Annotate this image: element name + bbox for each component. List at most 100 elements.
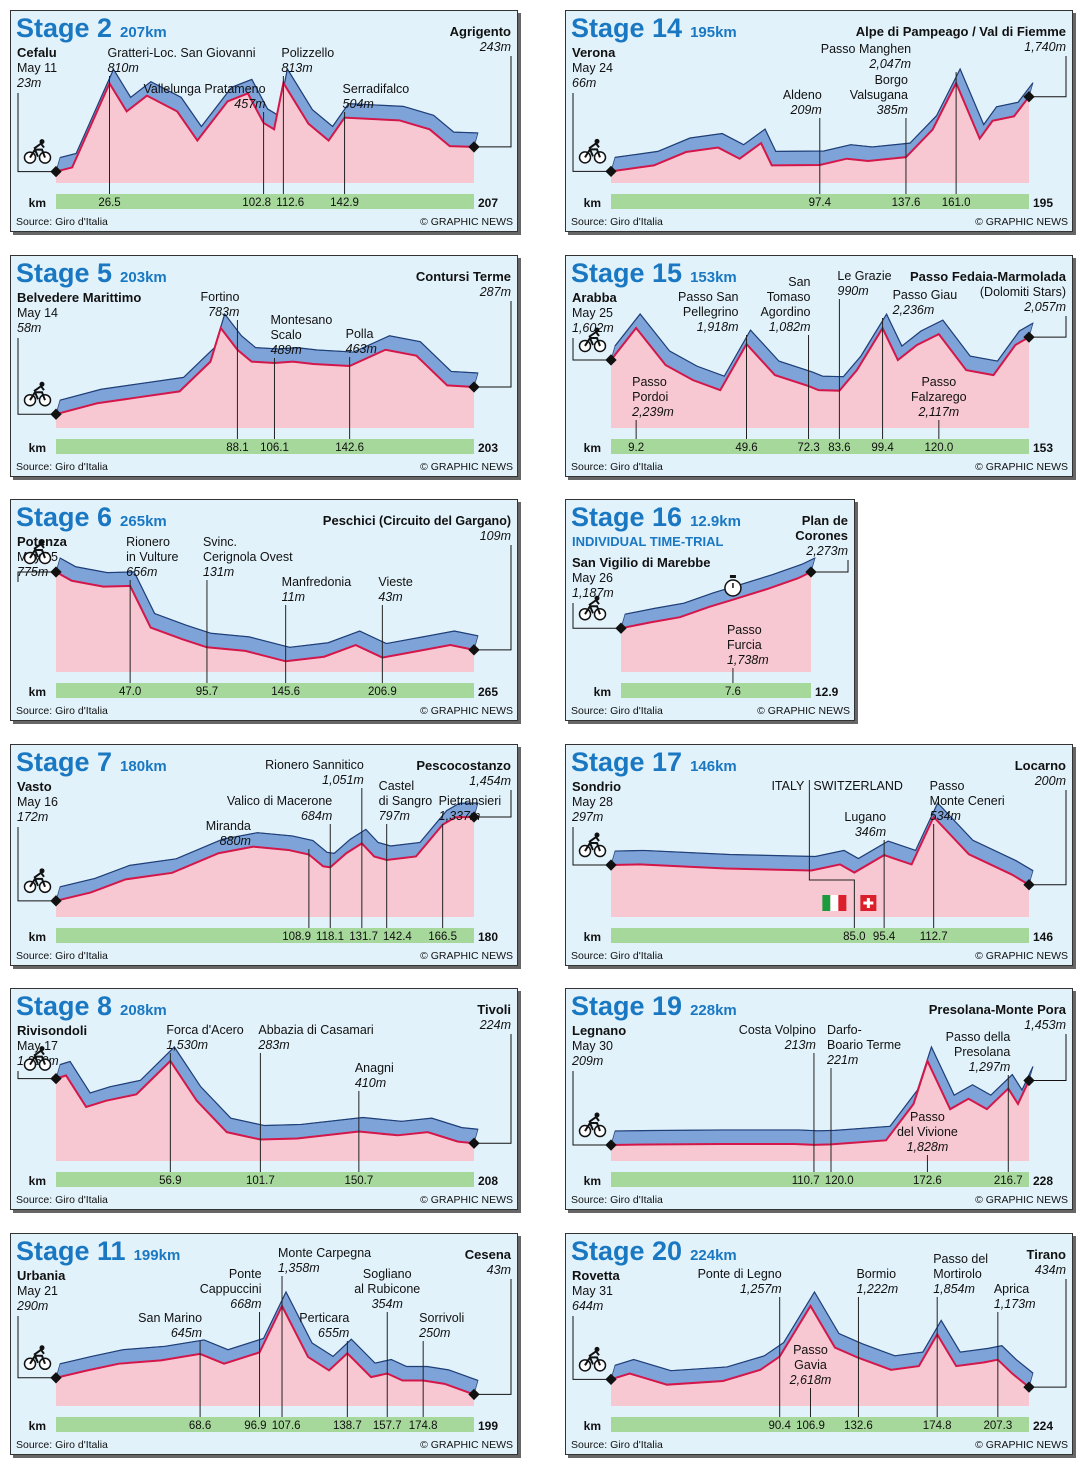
km-mark: 150.7 — [344, 1175, 373, 1187]
climb-name: Passo San — [678, 290, 739, 304]
stage-date: May 25 — [572, 306, 613, 320]
km-axis-label: km — [29, 685, 46, 699]
relief-ridge — [59, 312, 479, 401]
climb-name: Fortino — [201, 290, 240, 304]
finish-marker — [468, 141, 480, 153]
total-distance: 224 — [1033, 1419, 1053, 1433]
climb-elevation: 990m — [837, 284, 868, 298]
finish-elevation: 434m — [1035, 1263, 1066, 1277]
finish-town: Locarno — [1015, 758, 1066, 773]
stage-panel-17: Stage 17 146km Sondrio May 28 297m Locarno 200… — [565, 744, 1073, 966]
finish-leader — [474, 790, 512, 818]
finish-elevation: 1,453m — [1024, 1018, 1066, 1032]
elevation-line — [55, 816, 475, 902]
elevation-line — [620, 571, 812, 630]
climb-name: Valsugana — [850, 88, 908, 102]
elevation-area — [56, 572, 474, 672]
climb-name: Furcia — [727, 638, 762, 652]
km-mark: 9.2 — [628, 442, 644, 454]
stage-panel-19: Stage 19 228km Legnano May 30 209m Presolana-… — [565, 988, 1073, 1210]
stage-date: May 31 — [572, 1284, 613, 1298]
stage-title: Stage 17 146km — [571, 747, 737, 777]
finish-note: (Dolomiti Stars) — [980, 285, 1066, 299]
finish-town: Agrigento — [450, 24, 511, 39]
climb-elevation: 1,051m — [322, 773, 364, 787]
stage-title: Stage 20 224km — [571, 1236, 737, 1266]
climb-name: Passo Giau — [893, 288, 958, 302]
total-distance: 228 — [1033, 1174, 1053, 1188]
km-mark: 112.7 — [920, 931, 948, 943]
climb-name: Passo — [793, 1343, 828, 1357]
km-mark: 142.9 — [330, 197, 359, 209]
climb-name: Passo — [921, 375, 956, 389]
climb-name: Castel — [379, 779, 414, 793]
source-note: Source: Giro d'Italia — [571, 1439, 663, 1451]
climb-elevation: 1,082m — [769, 320, 811, 334]
climb-elevation: 684m — [301, 809, 332, 823]
km-mark: 106.9 — [796, 1420, 825, 1432]
climb-elevation: 2,047m — [868, 57, 911, 71]
stage-panel-8: Stage 8 208km Rivisondoli May 17 1,250m Tivol… — [10, 988, 518, 1210]
start-town: Arabba — [572, 290, 618, 305]
finish-town: Alpe di Pampeago / Val di Fiemme — [856, 24, 1066, 39]
source-note: Source: Giro d'Italia — [571, 216, 663, 228]
km-mark: 157.7 — [373, 1420, 402, 1432]
stage-date: May 28 — [572, 795, 613, 809]
climb-elevation: 668m — [230, 1297, 261, 1311]
climb-elevation: 463m — [346, 342, 377, 356]
climb-name: Montesano — [270, 313, 332, 327]
climb-elevation: 354m — [372, 1297, 403, 1311]
stage-date: May 16 — [17, 795, 58, 809]
climb-name: Gavia — [794, 1358, 827, 1372]
cyclist-icon — [23, 539, 52, 565]
stage-date: May 26 — [572, 571, 613, 585]
km-mark: 68.6 — [189, 1420, 211, 1432]
start-town: Rovetta — [572, 1268, 620, 1283]
elevation-line — [55, 571, 475, 663]
climb-elevation: 504m — [343, 97, 374, 111]
climb-elevation: 410m — [355, 1076, 386, 1090]
climb-elevation: 1,173m — [994, 1297, 1036, 1311]
cyclist-icon — [578, 595, 607, 621]
climb-name: Vallelunga Pratameno — [144, 82, 266, 96]
finish-leader — [1029, 1034, 1067, 1081]
stage-distance: 195km — [690, 24, 737, 41]
climb-name: Serradifalco — [343, 82, 410, 96]
climb-name: Le Grazie — [837, 269, 891, 283]
credit: © GRAPHIC NEWS — [975, 1194, 1068, 1206]
km-mark: 161.0 — [942, 197, 971, 209]
climb-elevation: 534m — [930, 809, 961, 823]
climb-name: Lugano — [844, 810, 886, 824]
start-elevation: 297m — [571, 810, 603, 824]
finish-marker — [1023, 879, 1035, 891]
climb-name: al Rubicone — [354, 1282, 420, 1296]
credit: © GRAPHIC NEWS — [975, 1439, 1068, 1451]
km-axis-label: km — [584, 196, 601, 210]
stage-panel-20: Stage 20 224km Rovetta May 31 644m Tirano 434m… — [565, 1233, 1073, 1455]
climb-elevation: 1,257m — [740, 1282, 782, 1296]
km-bar — [56, 439, 474, 454]
climb-name: Abbazia di Casamari — [258, 1023, 373, 1037]
stage-title: Stage 6 265km — [16, 502, 167, 532]
km-mark: 110.7 — [792, 1175, 820, 1187]
start-town: Rivisondoli — [17, 1023, 87, 1038]
km-axis-label: km — [584, 1174, 601, 1188]
km-mark: 138.7 — [333, 1420, 362, 1432]
climb-name: Polizzello — [281, 46, 334, 60]
climb-name: San — [788, 275, 810, 289]
cyclist-icon — [23, 139, 52, 164]
stage-title: Stage 8 208km — [16, 991, 167, 1021]
km-mark: 206.9 — [368, 686, 397, 698]
km-axis-label: km — [584, 930, 601, 944]
